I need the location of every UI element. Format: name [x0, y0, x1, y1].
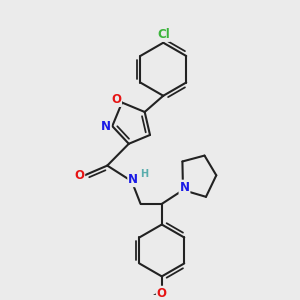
Text: O: O [111, 93, 121, 106]
Text: H: H [140, 169, 148, 179]
Text: N: N [101, 120, 111, 133]
Text: Cl: Cl [157, 28, 169, 41]
Text: O: O [74, 169, 84, 182]
Text: N: N [179, 181, 190, 194]
Text: O: O [157, 287, 167, 300]
Text: N: N [128, 173, 138, 186]
